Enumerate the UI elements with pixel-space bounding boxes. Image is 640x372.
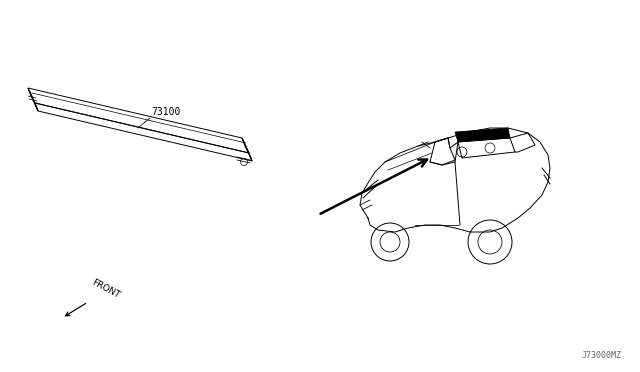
Polygon shape	[455, 128, 510, 142]
Text: J73000MZ: J73000MZ	[582, 351, 622, 360]
Text: FRONT: FRONT	[90, 278, 121, 300]
Text: 73100: 73100	[151, 107, 180, 117]
